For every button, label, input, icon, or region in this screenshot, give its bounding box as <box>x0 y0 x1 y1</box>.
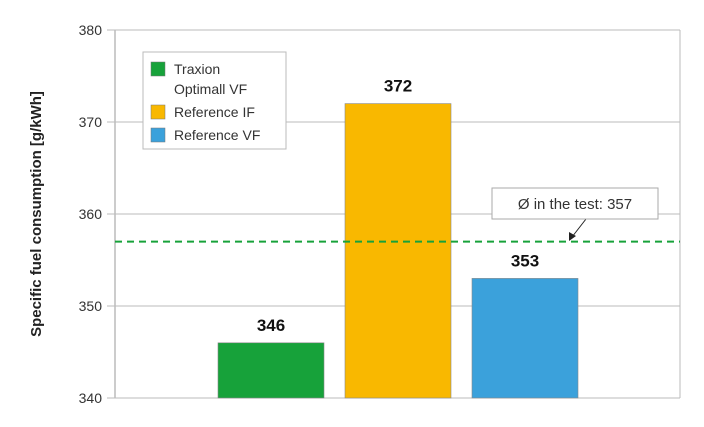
data-labels: 346 372 353 <box>257 77 539 335</box>
annotation-arrow-line <box>571 218 587 238</box>
annotation-text: Ø in the test: 357 <box>518 196 632 213</box>
legend-swatch <box>150 127 166 143</box>
y-tick-label: 370 <box>79 114 103 130</box>
y-tick-label: 350 <box>79 298 103 314</box>
legend-swatch <box>150 61 166 77</box>
annotation-box <box>491 187 659 220</box>
bar-3 <box>471 278 579 399</box>
legend-label: Traxion <box>174 61 220 77</box>
annotation-arrow-head <box>569 232 576 241</box>
data-label: 353 <box>511 251 539 270</box>
y-axis-label: Specific fuel consumption [g/kWh] <box>28 91 45 337</box>
legend-label: Reference IF <box>174 104 255 120</box>
bar-1 <box>217 342 325 399</box>
reference-line-group: Ø in the test: 357 <box>115 187 680 243</box>
y-tick-label: 360 <box>79 206 103 222</box>
y-tick-label: 380 <box>79 22 103 38</box>
legend-box <box>142 51 287 150</box>
y-tick-label: 340 <box>79 390 103 406</box>
bar-2 <box>344 103 452 399</box>
legend: Traxion Optimall VF Reference IF Reference … <box>142 51 287 150</box>
bars <box>217 103 579 399</box>
legend-label: Optimall VF <box>174 81 247 97</box>
legend-swatch <box>150 104 166 120</box>
data-label: 372 <box>384 77 412 96</box>
data-label: 346 <box>257 316 285 335</box>
legend-label: Reference VF <box>174 127 260 143</box>
